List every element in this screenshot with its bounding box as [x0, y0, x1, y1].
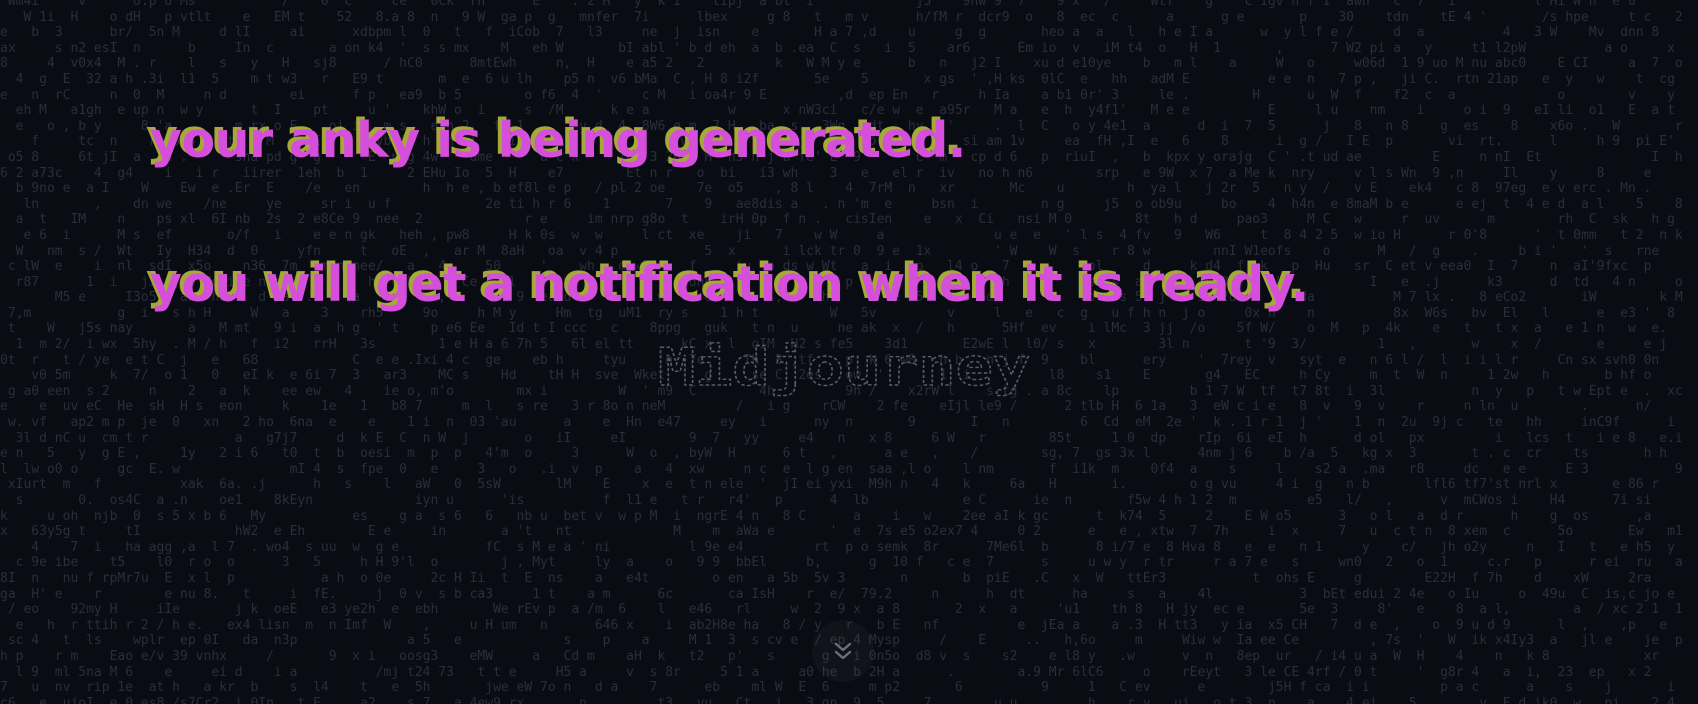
notification-info-text: you will get a notification when it is r… [150, 256, 1309, 313]
generating-status-text: your anky is being generated. [150, 112, 966, 169]
scroll-down-button[interactable] [812, 620, 874, 682]
double-chevron-down-icon [834, 642, 852, 660]
midjourney-ascii-logo: Midjourney [657, 337, 1030, 398]
midjourney-logo-text: Midjourney [658, 338, 1030, 398]
